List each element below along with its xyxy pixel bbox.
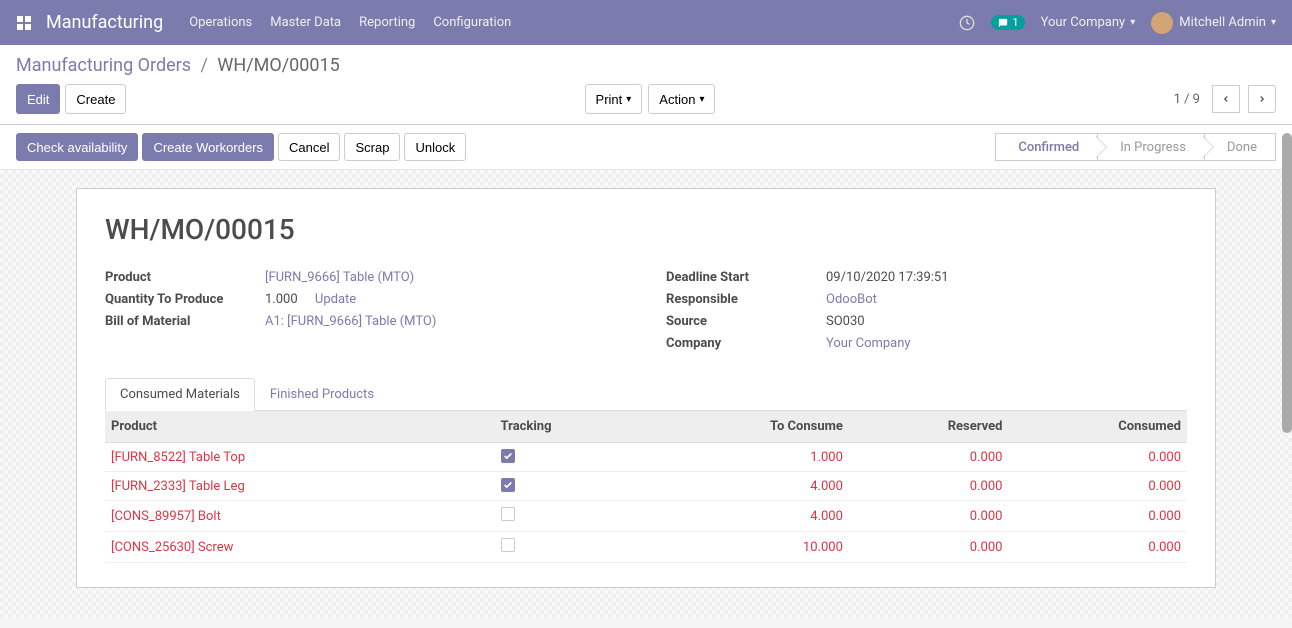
- update-qty-button[interactable]: Update: [315, 292, 356, 307]
- responsible-label: Responsible: [666, 292, 826, 307]
- row-tracking: [495, 532, 646, 563]
- menu-reporting[interactable]: Reporting: [359, 15, 415, 30]
- tab-finished-products[interactable]: Finished Products: [255, 378, 389, 411]
- caret-down-icon: ▾: [1130, 17, 1135, 28]
- table-row[interactable]: [CONS_89957] Bolt4.0000.0000.000: [105, 501, 1187, 532]
- row-product[interactable]: [CONS_89957] Bolt: [105, 501, 495, 532]
- scrap-button[interactable]: Scrap: [344, 133, 400, 161]
- form-sheet: WH/MO/00015 Product [FURN_9666] Table (M…: [76, 188, 1216, 588]
- pager-next-button[interactable]: [1248, 85, 1276, 113]
- check-availability-button[interactable]: Check availability: [16, 133, 138, 161]
- form-view: WH/MO/00015 Product [FURN_9666] Table (M…: [0, 170, 1292, 618]
- scrollbar[interactable]: [1282, 133, 1292, 433]
- col-reserved[interactable]: Reserved: [849, 411, 1009, 443]
- pager-prev-button[interactable]: [1212, 85, 1240, 113]
- row-tracking: [495, 472, 646, 501]
- print-dropdown[interactable]: Print▾: [585, 84, 643, 114]
- row-consumed: 0.000: [1008, 472, 1187, 501]
- deadline-value: 09/10/2020 17:39:51: [826, 270, 1187, 285]
- checkbox-empty-icon: [501, 538, 515, 552]
- row-product[interactable]: [FURN_2333] Table Leg: [105, 472, 495, 501]
- row-product[interactable]: [CONS_25630] Screw: [105, 532, 495, 563]
- status-in-progress[interactable]: In Progress: [1097, 133, 1205, 161]
- row-tracking: [495, 443, 646, 472]
- row-product[interactable]: [FURN_8522] Table Top: [105, 443, 495, 472]
- col-product[interactable]: Product: [105, 411, 495, 443]
- control-panel: Manufacturing Orders / WH/MO/00015 Edit …: [0, 45, 1292, 125]
- qty-label: Quantity To Produce: [105, 292, 265, 307]
- product-link[interactable]: [FURN_9666] Table (MTO): [265, 270, 414, 285]
- checkbox-empty-icon: [501, 507, 515, 521]
- row-to-consume: 4.000: [646, 501, 849, 532]
- app-brand[interactable]: Manufacturing: [46, 12, 163, 33]
- row-to-consume: 4.000: [646, 472, 849, 501]
- notebook-tabs: Consumed Materials Finished Products: [105, 378, 1187, 411]
- pager-counter: 1 / 9: [1174, 92, 1200, 107]
- status-widget: Confirmed In Progress Done: [996, 133, 1276, 161]
- row-reserved: 0.000: [849, 532, 1009, 563]
- create-button[interactable]: Create: [65, 84, 126, 114]
- row-tracking: [495, 501, 646, 532]
- breadcrumb-current: WH/MO/00015: [217, 55, 339, 76]
- col-tracking[interactable]: Tracking: [495, 411, 646, 443]
- create-workorders-button[interactable]: Create Workorders: [142, 133, 274, 161]
- caret-down-icon: ▾: [699, 94, 704, 105]
- tab-consumed-materials[interactable]: Consumed Materials: [105, 378, 255, 411]
- table-row[interactable]: [FURN_8522] Table Top1.0000.0000.000: [105, 443, 1187, 472]
- statusbar: Check availability Create Workorders Can…: [0, 125, 1292, 170]
- apps-icon[interactable]: [16, 15, 32, 31]
- action-dropdown[interactable]: Action▾: [648, 84, 715, 114]
- breadcrumb-parent[interactable]: Manufacturing Orders: [16, 55, 191, 76]
- table-row[interactable]: [FURN_2333] Table Leg4.0000.0000.000: [105, 472, 1187, 501]
- responsible-link[interactable]: OdooBot: [826, 292, 877, 307]
- deadline-label: Deadline Start: [666, 270, 826, 285]
- col-to-consume[interactable]: To Consume: [646, 411, 849, 443]
- edit-button[interactable]: Edit: [16, 84, 60, 114]
- unlock-button[interactable]: Unlock: [404, 133, 466, 161]
- user-menu[interactable]: Mitchell Admin▾: [1151, 12, 1276, 34]
- table-row[interactable]: [CONS_25630] Screw10.0000.0000.000: [105, 532, 1187, 563]
- qty-value: 1.000: [265, 292, 298, 307]
- product-label: Product: [105, 270, 265, 285]
- avatar: [1151, 12, 1173, 34]
- company-switcher[interactable]: Your Company▾: [1041, 15, 1136, 30]
- cancel-button[interactable]: Cancel: [278, 133, 340, 161]
- row-consumed: 0.000: [1008, 532, 1187, 563]
- messaging-count: 1: [1012, 16, 1018, 29]
- bom-label: Bill of Material: [105, 314, 265, 329]
- row-reserved: 0.000: [849, 501, 1009, 532]
- row-reserved: 0.000: [849, 443, 1009, 472]
- col-consumed[interactable]: Consumed: [1008, 411, 1187, 443]
- caret-down-icon: ▾: [1271, 17, 1276, 28]
- bom-link[interactable]: A1: [FURN_9666] Table (MTO): [265, 314, 436, 329]
- row-to-consume: 10.000: [646, 532, 849, 563]
- check-icon: [501, 478, 515, 492]
- source-value: SO030: [826, 314, 1187, 329]
- activity-icon[interactable]: [959, 15, 975, 31]
- menu-operations[interactable]: Operations: [189, 15, 252, 30]
- status-confirmed[interactable]: Confirmed: [995, 133, 1098, 161]
- caret-down-icon: ▾: [626, 94, 631, 105]
- row-consumed: 0.000: [1008, 501, 1187, 532]
- company-link[interactable]: Your Company: [826, 336, 911, 351]
- breadcrumb: Manufacturing Orders / WH/MO/00015: [16, 55, 340, 76]
- row-to-consume: 1.000: [646, 443, 849, 472]
- consumed-materials-table: Product Tracking To Consume Reserved Con…: [105, 411, 1187, 563]
- row-reserved: 0.000: [849, 472, 1009, 501]
- row-consumed: 0.000: [1008, 443, 1187, 472]
- messaging-icon[interactable]: 1: [991, 15, 1024, 30]
- top-navbar: Manufacturing Operations Master Data Rep…: [0, 0, 1292, 45]
- record-title: WH/MO/00015: [105, 213, 1187, 246]
- company-label: Company: [666, 336, 826, 351]
- check-icon: [501, 449, 515, 463]
- menu-configuration[interactable]: Configuration: [433, 15, 511, 30]
- source-label: Source: [666, 314, 826, 329]
- status-done[interactable]: Done: [1204, 133, 1276, 161]
- menu-master-data[interactable]: Master Data: [270, 15, 341, 30]
